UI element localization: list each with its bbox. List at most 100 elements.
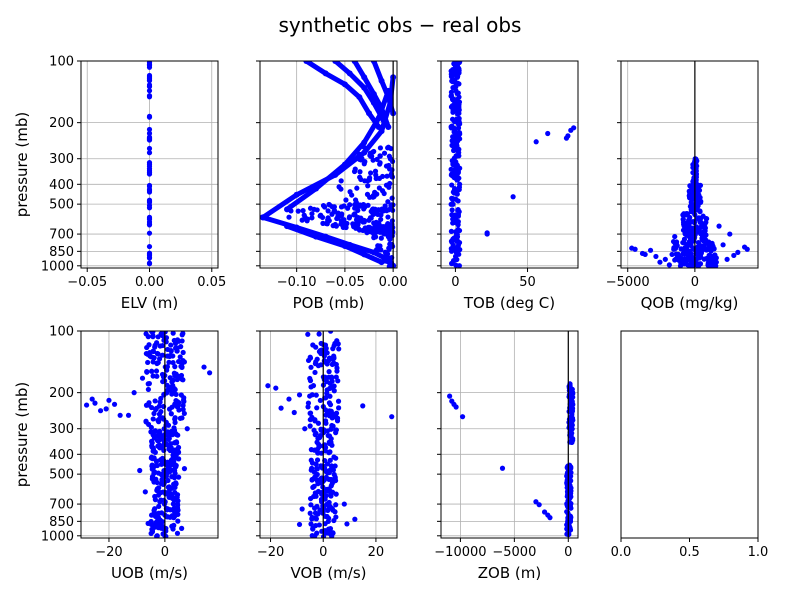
y-axis-label: pressure (mb) [13,382,31,487]
data-point [170,331,176,336]
data-point [666,262,672,268]
data-point [362,178,368,184]
data-point [317,397,323,404]
data-point [168,348,174,354]
data-point [456,251,462,257]
data-point [307,423,313,429]
x-axis-label: ELV (m) [121,294,179,312]
data-point [166,494,172,500]
data-point [137,467,143,474]
data-point [170,523,176,529]
data-point [146,219,153,225]
data-point [307,510,313,516]
data-point [167,352,174,359]
data-point [328,466,334,473]
axes-frame [620,330,759,539]
data-point [369,153,375,159]
data-point [316,522,322,528]
data-point [386,246,392,253]
data-point [344,521,350,527]
data-point [381,190,387,197]
data-point [309,516,315,522]
data-point [361,251,368,258]
data-point [92,400,98,406]
data-point [720,242,726,248]
data-point [296,392,303,398]
data-point [454,74,460,80]
data-point [143,402,150,408]
data-point [172,415,178,421]
data-point [457,121,463,127]
data-point [326,499,332,506]
data-point [265,383,271,389]
data-point [316,331,322,337]
data-point [308,384,314,390]
data-point [180,406,186,413]
x-axis-label: POB (mb) [293,294,365,312]
data-point [657,259,663,265]
data-point [313,359,319,365]
data-point [173,431,179,437]
data-point [345,205,351,211]
axes-frame [80,330,219,539]
data-point [148,424,154,431]
data-point [454,256,460,263]
data-point [273,385,279,391]
data-point [451,187,458,193]
data-point [327,531,333,537]
data-point [360,403,366,409]
data-point [151,410,157,417]
data-point [145,520,151,527]
data-point [172,467,178,474]
data-point [293,191,300,198]
data-point [702,245,708,251]
data-band [371,61,396,116]
data-point [181,398,187,405]
data-point [146,182,153,189]
data-point [154,340,160,346]
axes-frame [440,60,579,269]
y-tick-label: 200 [49,116,74,131]
data-point [327,457,333,463]
data-point [324,379,330,385]
data-point [455,198,461,204]
data-point [175,518,181,524]
y-tick-label: 400 [49,178,74,193]
data-point [346,70,353,77]
x-tick-label: −5000 [606,275,650,290]
data-point [680,239,686,246]
data-points [260,61,397,268]
data-point [176,474,182,480]
data-point [697,209,703,215]
data-point [362,204,368,210]
data-point [168,445,174,451]
data-point [331,471,337,478]
data-point [376,185,382,191]
data-point [333,491,339,497]
data-point [168,342,174,348]
data-point [307,410,314,416]
y-tick-label: 850 [49,515,74,530]
data-point [154,373,160,379]
data-point [377,145,384,151]
data-point [333,374,339,380]
data-point [338,217,344,224]
data-point [97,408,104,414]
data-point [151,510,157,516]
data-point [154,533,160,538]
data-point [454,90,460,96]
data-point [181,410,187,417]
data-point [103,406,109,412]
data-point [163,491,169,497]
data-point [570,437,576,443]
data-point [305,331,311,337]
data-point [334,368,340,374]
data-point [341,161,348,168]
data-point [334,415,340,422]
data-point [148,429,154,435]
data-point [448,124,454,130]
data-point [448,89,455,95]
data-point [307,355,314,361]
data-point [361,149,368,156]
